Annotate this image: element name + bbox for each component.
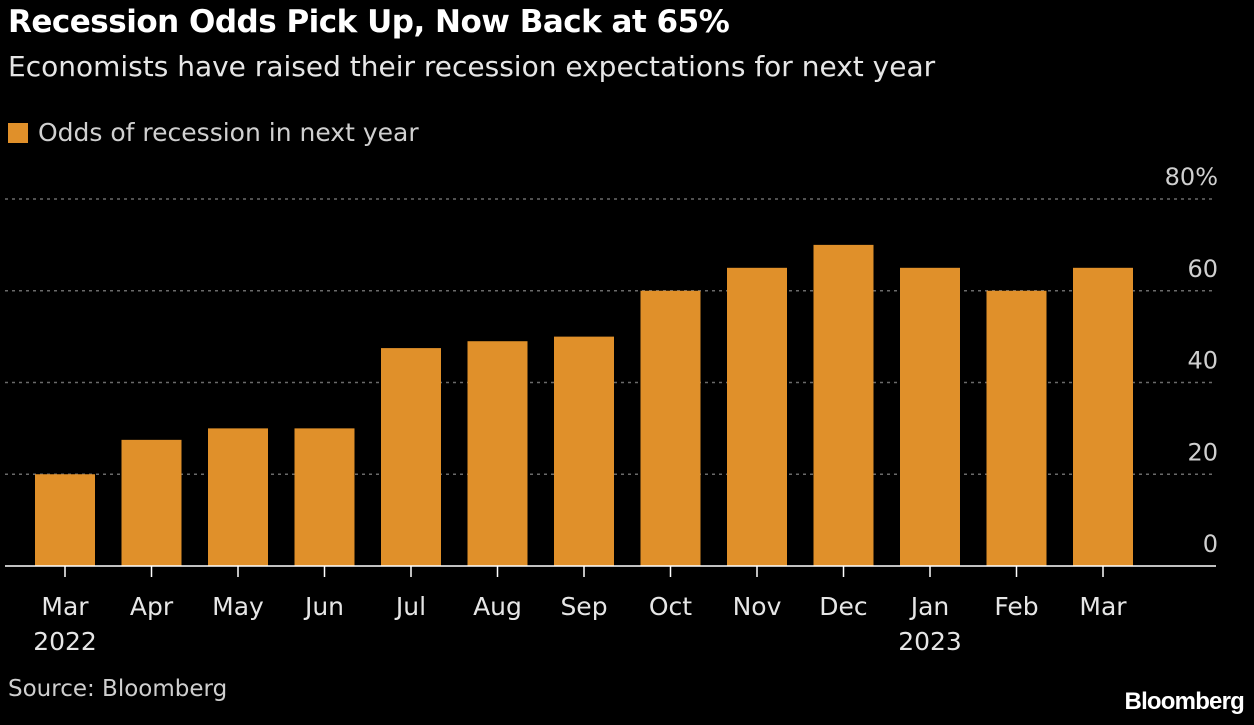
x-tick-label: May [212, 592, 264, 621]
bar [900, 267, 960, 566]
bar [813, 244, 874, 566]
source-note: Source: Bloomberg [8, 676, 228, 702]
bloomberg-logo: Bloomberg [1124, 688, 1245, 715]
y-tick-label: 60 [1187, 255, 1218, 283]
y-tick-label: 0 [1203, 530, 1218, 558]
x-tick-label: Mar [41, 592, 89, 621]
x-year-label: 2022 [33, 627, 97, 656]
bar [294, 428, 355, 566]
legend: Odds of recession in next year [8, 118, 419, 147]
x-tick-label: Jan [909, 592, 950, 621]
x-tick-label: Apr [130, 592, 174, 621]
x-tick-label: Feb [994, 592, 1038, 621]
bar [1073, 267, 1133, 566]
bar [727, 267, 787, 566]
x-tick-label: Sep [560, 592, 607, 621]
x-tick-label: Jun [303, 592, 344, 621]
bar [121, 439, 182, 566]
bar [986, 290, 1047, 566]
y-tick-label: 20 [1187, 438, 1218, 466]
legend-label: Odds of recession in next year [38, 118, 419, 147]
bar [640, 290, 701, 566]
x-tick-label: Oct [649, 592, 692, 621]
x-year-label: 2023 [898, 627, 962, 656]
chart-subtitle: Economists have raised their recession e… [8, 50, 936, 83]
x-tick-label: Mar [1079, 592, 1127, 621]
bar [208, 428, 268, 566]
bar [554, 336, 614, 566]
bar [381, 348, 441, 566]
legend-swatch [8, 122, 28, 143]
x-tick-label: Aug [473, 592, 522, 621]
bar [467, 341, 528, 566]
x-tick-label: Dec [819, 592, 867, 621]
chart-title: Recession Odds Pick Up, Now Back at 65% [8, 4, 730, 40]
x-tick-label: Nov [733, 592, 782, 621]
bar [35, 474, 95, 566]
y-tick-label: 40 [1187, 347, 1218, 375]
x-tick-label: Jul [394, 592, 426, 621]
y-tick-label: 80% [1165, 163, 1218, 191]
